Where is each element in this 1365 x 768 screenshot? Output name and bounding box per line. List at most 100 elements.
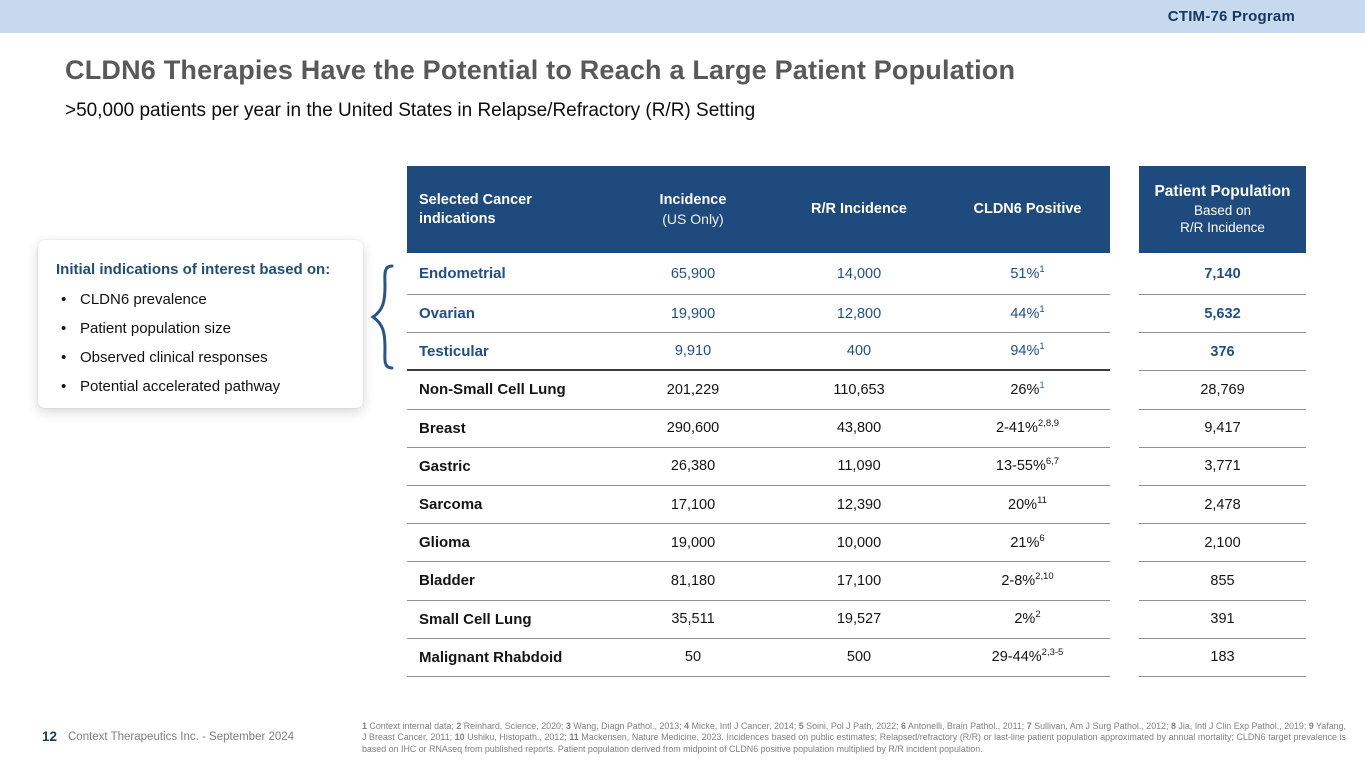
indication-cell: Breast — [419, 419, 466, 437]
footnotes: 1 Context internal data; 2 Reinhard, Sci… — [362, 721, 1346, 755]
column-header-incidence-sub: (US Only) — [662, 210, 724, 227]
rr-incidence-cell: 19,527 — [836, 611, 882, 628]
table-row-non-small-cell-lung: Non-Small Cell Lung 201,229 110,653 26%1 — [407, 371, 1110, 410]
table-row-glioma: Glioma 19,000 10,000 21%6 — [407, 524, 1110, 563]
footer-company: Context Therapeutics Inc. - September 20… — [68, 731, 295, 743]
table-row-testicular: Testicular 9,910 400 94%1 — [407, 333, 1110, 372]
incidence-cell: 201,229 — [666, 381, 720, 398]
cldn6-value: 2-41% — [995, 420, 1038, 437]
indication-cell: Testicular — [419, 342, 489, 360]
indication-cell: Gastric — [419, 457, 471, 475]
indication-cell: Small Cell Lung — [419, 610, 532, 628]
cldn6-footnote-ref: 6,7 — [1045, 456, 1060, 468]
table-row-malignant-rhabdoid: Malignant Rhabdoid 50 500 29-44%2,3-5 — [407, 639, 1110, 677]
indication-cell: Endometrial — [419, 265, 506, 282]
incidence-cell: 290,600 — [666, 420, 720, 437]
card-heading: Initial indications of interest based on… — [56, 261, 331, 278]
incidence-cell: 50 — [684, 649, 702, 666]
footnote-text: Jia, Intl J Clin Exp Pathol., 2019; — [1175, 721, 1309, 731]
footnote-text: Soini, Pol J Path, 2022; — [803, 721, 901, 731]
cldn6-footnote-ref: 11 — [1037, 494, 1047, 506]
patient-population-cell: 855 — [1139, 562, 1306, 601]
patient-population-header: Patient Population Based on R/R Incidenc… — [1139, 166, 1306, 253]
patient-population-cell: 28,769 — [1139, 371, 1306, 410]
cldn6-value: 2-8% — [1001, 572, 1036, 589]
footnote-ref-number: 8 — [1170, 721, 1176, 731]
patient-population-body: 7,140 5,632 376 28,769 9,417 3,771 2,478 2,100 8… — [1139, 253, 1306, 677]
cldn6-positive-cell: 20%11 — [945, 494, 1110, 512]
cldn6-footnote-ref: 1 — [1039, 263, 1045, 275]
page-title: CLDN6 Therapies Have the Potential to Re… — [65, 55, 1016, 85]
cldn6-positive-cell: 51%1 — [945, 263, 1110, 282]
footnote-text: Wang, Diagn Pathol., 2013; — [570, 721, 685, 731]
column-header-indications: Selected Cancer indications — [419, 191, 532, 227]
rr-incidence-cell: 14,000 — [836, 265, 882, 282]
incidence-cell: 35,511 — [671, 611, 715, 628]
indication-cell: Bladder — [419, 572, 475, 590]
cldn6-value: 44% — [1010, 305, 1040, 322]
rr-incidence-cell: 400 — [846, 343, 872, 360]
card-bullet: CLDN6 prevalence — [56, 291, 347, 308]
cldn6-positive-cell: 94%1 — [945, 342, 1110, 360]
rr-incidence-cell: 110,653 — [833, 381, 885, 398]
rr-incidence-cell: 43,800 — [836, 420, 882, 437]
cldn6-value: 94% — [1010, 343, 1040, 360]
patient-population-cell: 376 — [1139, 333, 1306, 372]
patient-population-sub1: Based on — [1193, 202, 1252, 218]
rr-incidence-cell: 12,800 — [836, 305, 882, 322]
table-body: Endometrial 65,900 14,000 51%1 Ovarian 19,900… — [407, 253, 1110, 677]
footnote-ref-number: 4 — [684, 721, 690, 731]
table-row-sarcoma: Sarcoma 17,100 12,390 20%11 — [407, 486, 1110, 525]
cldn6-positive-cell: 2%2 — [945, 610, 1110, 628]
cldn6-positive-cell: 29-44%2,3-5 — [945, 647, 1110, 666]
table-row-gastric: Gastric 26,380 11,090 13-55%6,7 — [407, 448, 1110, 486]
footnote-text: Ushiku, Histopath., 2012; — [464, 732, 570, 743]
footnote-text: Mackensen, Nature Medicine, 2023. Incide… — [362, 732, 1346, 754]
cldn6-positive-cell: 26%1 — [945, 381, 1110, 398]
incidence-cell: 81,180 — [670, 572, 716, 589]
brace-decoration — [370, 264, 394, 370]
footnote-ref-number: 2 — [456, 721, 462, 731]
footnote-ref-number: 3 — [565, 721, 571, 731]
incidence-cell: 65,900 — [670, 265, 716, 282]
patient-population-cell: 183 — [1139, 639, 1306, 677]
footnote-ref-number: 9 — [1308, 721, 1314, 731]
indication-cell: Ovarian — [419, 305, 475, 323]
incidence-cell: 26,380 — [670, 458, 716, 475]
cldn6-footnote-ref: 2,3-5 — [1041, 647, 1064, 659]
program-badge: CTIM-76 Program — [1167, 8, 1295, 25]
footnote-ref-number: 11 — [569, 732, 579, 743]
page-subtitle: >50,000 patients per year in the United … — [65, 100, 756, 121]
footnote-text: Yafang, J Breast Cancer, 2011; — [362, 721, 1346, 743]
card-bullet: Observed clinical responses — [56, 349, 347, 366]
top-bar: CTIM-76 Program — [0, 0, 1365, 33]
footnote-text: Context internal data; — [366, 721, 457, 731]
footnote-ref-number: 7 — [1026, 721, 1032, 731]
cldn6-value: 29-44% — [991, 649, 1042, 666]
patient-population-cell: 2,478 — [1139, 486, 1306, 525]
cldn6-value: 2% — [1014, 611, 1036, 628]
cldn6-value: 26% — [1010, 381, 1040, 398]
page-number: 12 — [42, 729, 58, 744]
table-header-row: Selected Cancer indications Incidence (U… — [407, 166, 1110, 253]
column-header-rr-incidence: R/R Incidence — [811, 201, 907, 218]
cldn6-footnote-ref: 2,10 — [1035, 571, 1054, 583]
cldn6-value: 21% — [1010, 534, 1040, 551]
indication-cell: Glioma — [419, 534, 470, 552]
footnote-ref-number: 5 — [798, 721, 804, 731]
patient-population-column: Patient Population Based on R/R Incidenc… — [1139, 166, 1306, 677]
patient-population-cell: 9,417 — [1139, 410, 1306, 448]
cldn6-positive-cell: 2-41%2,8,9 — [945, 418, 1110, 437]
cldn6-positive-cell: 21%6 — [945, 534, 1110, 551]
footnote-text: Sullivan, Am J Surg Pathol., 2012; — [1031, 721, 1171, 731]
patient-population-title: Patient Population — [1154, 183, 1291, 201]
rr-incidence-cell: 17,100 — [836, 572, 882, 589]
column-header-cldn6-positive: CLDN6 Positive — [973, 201, 1082, 218]
cldn6-value: 51% — [1010, 265, 1040, 282]
card-bullet: Potential accelerated pathway — [56, 378, 347, 395]
incidence-cell: 17,100 — [670, 496, 716, 513]
cldn6-footnote-ref: 2,8,9 — [1037, 418, 1060, 430]
rr-incidence-cell: 12,390 — [836, 496, 882, 513]
card-bullet-list: CLDN6 prevalence Patient population size O… — [56, 291, 347, 395]
indications-table: Selected Cancer indications Incidence (U… — [407, 166, 1110, 677]
